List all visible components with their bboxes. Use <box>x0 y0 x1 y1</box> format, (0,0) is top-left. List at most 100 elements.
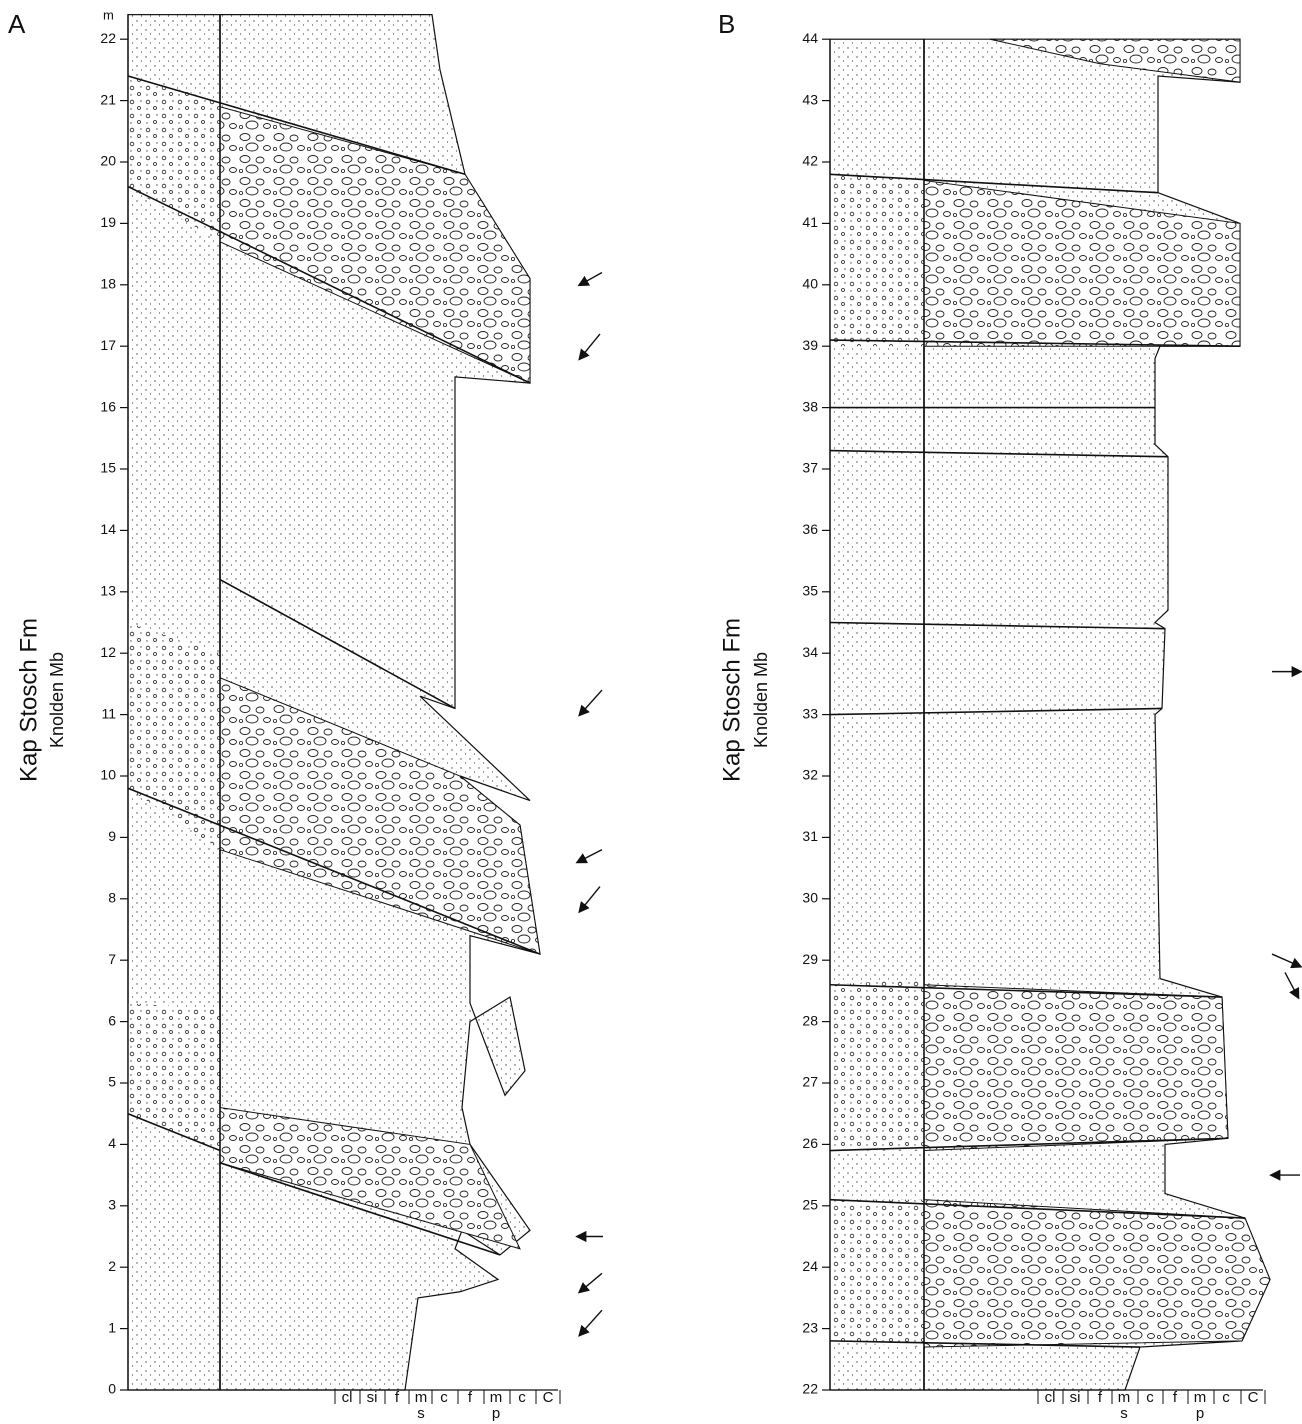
y-tick-label: 33 <box>802 705 818 721</box>
paleocurrent-arrow <box>575 849 603 864</box>
paleocurrent-arrow <box>1271 953 1302 969</box>
y-tick-label: 42 <box>802 153 818 169</box>
granule-bed <box>128 622 220 850</box>
y-tick-label: 41 <box>802 214 818 230</box>
grain-size-group: s <box>1120 1405 1128 1422</box>
y-tick-label: 0 <box>108 1381 116 1397</box>
paleocurrent-arrow <box>578 886 601 914</box>
y-tick-label: 20 <box>100 153 116 169</box>
y-tick-label: 24 <box>802 1258 818 1274</box>
y-tick-label: 5 <box>108 1074 116 1090</box>
axis-unit: m <box>103 7 114 22</box>
grain-size-class: c <box>518 1389 526 1406</box>
grain-size-class: c <box>1222 1389 1230 1406</box>
y-tick-label: 11 <box>101 705 116 721</box>
bed-boundary <box>829 339 1241 347</box>
panel-label: B <box>718 9 735 39</box>
conglomerate-bed <box>923 1199 1271 1348</box>
y-tick-label: 35 <box>802 583 818 599</box>
conglomerate-bed <box>923 984 1229 1152</box>
y-tick-label: 34 <box>802 644 818 660</box>
paleocurrent-arrow <box>577 271 603 287</box>
y-tick-label: 8 <box>108 890 116 906</box>
panel-label: A <box>8 9 26 39</box>
formation-label: Kap Stosch Fm <box>718 618 745 782</box>
paleocurrent-arrow <box>578 333 601 361</box>
y-tick-label: 25 <box>802 1197 818 1213</box>
y-tick-label: 22 <box>802 1381 818 1397</box>
bed-boundary <box>829 1198 1246 1219</box>
y-tick-label: 27 <box>802 1074 818 1090</box>
grain-size-group: p <box>492 1405 500 1422</box>
grain-size-class: m <box>415 1389 428 1406</box>
y-tick-label: 30 <box>802 890 818 906</box>
granule-bed <box>128 1003 220 1151</box>
y-tick-label: 40 <box>802 276 818 292</box>
bed-boundary <box>829 983 1223 998</box>
y-tick-label: 44 <box>802 30 818 46</box>
y-tick-label: 31 <box>802 828 818 844</box>
y-tick-label: 14 <box>100 521 116 537</box>
grain-size-class: cl <box>1045 1389 1056 1406</box>
y-tick-label: 12 <box>100 644 116 660</box>
y-tick-label: 7 <box>108 951 116 967</box>
granule-bed <box>128 76 220 242</box>
y-tick-label: 17 <box>100 337 116 353</box>
grain-size-class: f <box>1098 1389 1103 1406</box>
y-tick-label: 16 <box>100 398 116 414</box>
y-tick-label: 32 <box>802 767 818 783</box>
y-tick-label: 38 <box>802 398 818 414</box>
grain-size-class: cl <box>342 1389 353 1406</box>
bed-boundary <box>829 707 1163 716</box>
y-tick-label: 26 <box>802 1135 818 1151</box>
y-tick-label: 18 <box>100 276 116 292</box>
y-tick-label: 9 <box>108 828 116 844</box>
paleocurrent-arrow <box>578 689 603 717</box>
bed-boundary <box>829 1340 1141 1348</box>
y-tick-label: 23 <box>802 1319 818 1335</box>
member-label: Knolden Mb <box>47 652 67 748</box>
y-tick-label: 21 <box>100 91 116 107</box>
member-label: Knolden Mb <box>751 652 771 748</box>
paleocurrent-arrow <box>577 1272 603 1294</box>
grain-size-class: si <box>1070 1389 1081 1406</box>
bed-boundary <box>829 173 1159 194</box>
granule-bed <box>830 1199 924 1348</box>
bed-boundary <box>127 1112 221 1152</box>
y-tick-label: 29 <box>802 951 818 967</box>
y-tick-label: 13 <box>100 583 116 599</box>
grain-size-group: p <box>1196 1405 1204 1422</box>
grain-size-class: f <box>1173 1389 1178 1406</box>
bed-boundary <box>219 578 456 710</box>
formation-label: Kap Stosch Fm <box>15 618 42 782</box>
bed-boundary <box>127 787 541 955</box>
y-tick-label: 4 <box>108 1135 116 1151</box>
y-tick-label: 10 <box>100 767 116 783</box>
grain-size-group: s <box>417 1405 425 1422</box>
y-tick-label: 15 <box>100 460 116 476</box>
y-tick-label: 3 <box>108 1197 116 1213</box>
grain-size-class: m <box>1194 1389 1207 1406</box>
grain-size-class: C <box>543 1389 554 1406</box>
granule-bed <box>830 978 924 1151</box>
panel-b: 22 23 24 25 26 27 28 29 30 31 32 33 34 35 36 37 38 39 40 41… <box>718 9 1302 1422</box>
y-tick-label: 1 <box>108 1319 116 1335</box>
bed-boundary <box>127 75 466 176</box>
y-tick-label: 19 <box>100 214 116 230</box>
conglomerate-bed <box>989 38 1241 83</box>
y-tick-label: 36 <box>802 521 818 537</box>
grain-size-class: f <box>468 1389 473 1406</box>
granule-bed <box>830 174 924 347</box>
grain-size-class: f <box>395 1389 400 1406</box>
paleocurrent-arrow <box>578 1309 603 1337</box>
grain-size-class: m <box>490 1389 503 1406</box>
y-tick-label: 43 <box>802 91 818 107</box>
grain-size-class: c <box>440 1389 448 1406</box>
bed-boundary <box>127 185 531 384</box>
bed-boundary <box>829 449 1169 458</box>
grain-size-class: m <box>1118 1389 1131 1406</box>
paleocurrent-arrow <box>1284 972 1300 1000</box>
y-tick-label: 2 <box>108 1258 116 1274</box>
